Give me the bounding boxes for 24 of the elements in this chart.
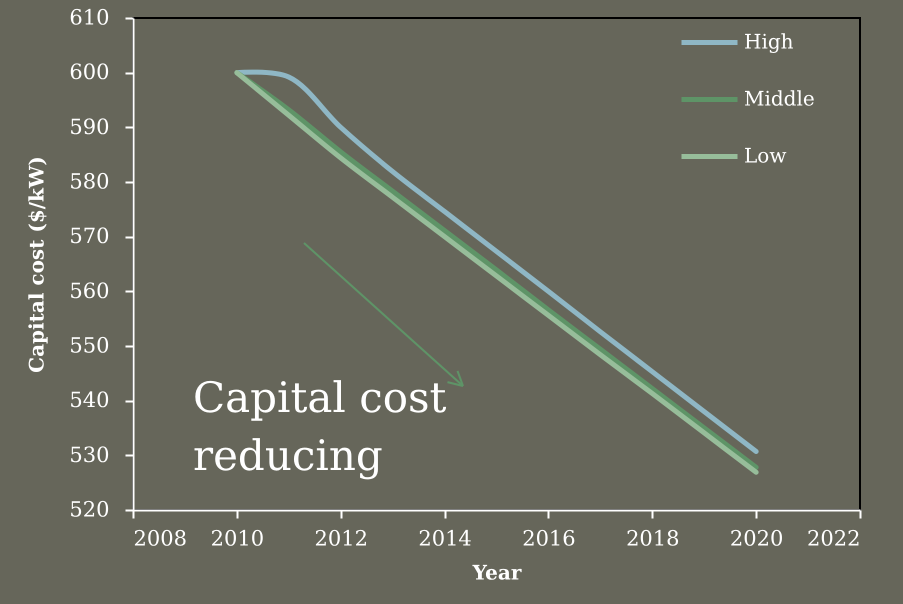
x-tick-label: 2022	[807, 526, 860, 550]
y-tick-label: 600	[69, 60, 110, 84]
legend-label: Low	[744, 144, 786, 168]
x-tick-label: 2016	[522, 526, 576, 550]
legend-label: Middle	[744, 86, 815, 110]
x-tick-label: 2010	[210, 526, 264, 550]
y-axis-title: Capital cost ($/kW)	[24, 156, 48, 373]
x-tick-label: 2014	[418, 526, 472, 550]
x-tick-label: 2018	[626, 526, 680, 550]
x-axis-title: Year	[472, 560, 522, 584]
y-tick-label: 570	[69, 224, 110, 248]
y-tick-label: 530	[69, 442, 110, 467]
annotation: Capital cost reducing	[193, 373, 447, 480]
x-tick-label: 2012	[314, 526, 368, 550]
y-tick-label: 590	[69, 114, 110, 139]
legend-label: High	[744, 30, 794, 54]
y-tick-label: 560	[69, 278, 110, 303]
y-tick-label: 580	[69, 170, 110, 194]
x-tick-label: 2008	[134, 526, 187, 550]
y-tick-label: 520	[69, 498, 110, 522]
y-tick-label: 550	[69, 334, 110, 358]
y-tick-label: 610	[69, 6, 110, 30]
y-tick-label: 540	[69, 388, 110, 412]
x-tick-label: 2020	[730, 526, 784, 550]
